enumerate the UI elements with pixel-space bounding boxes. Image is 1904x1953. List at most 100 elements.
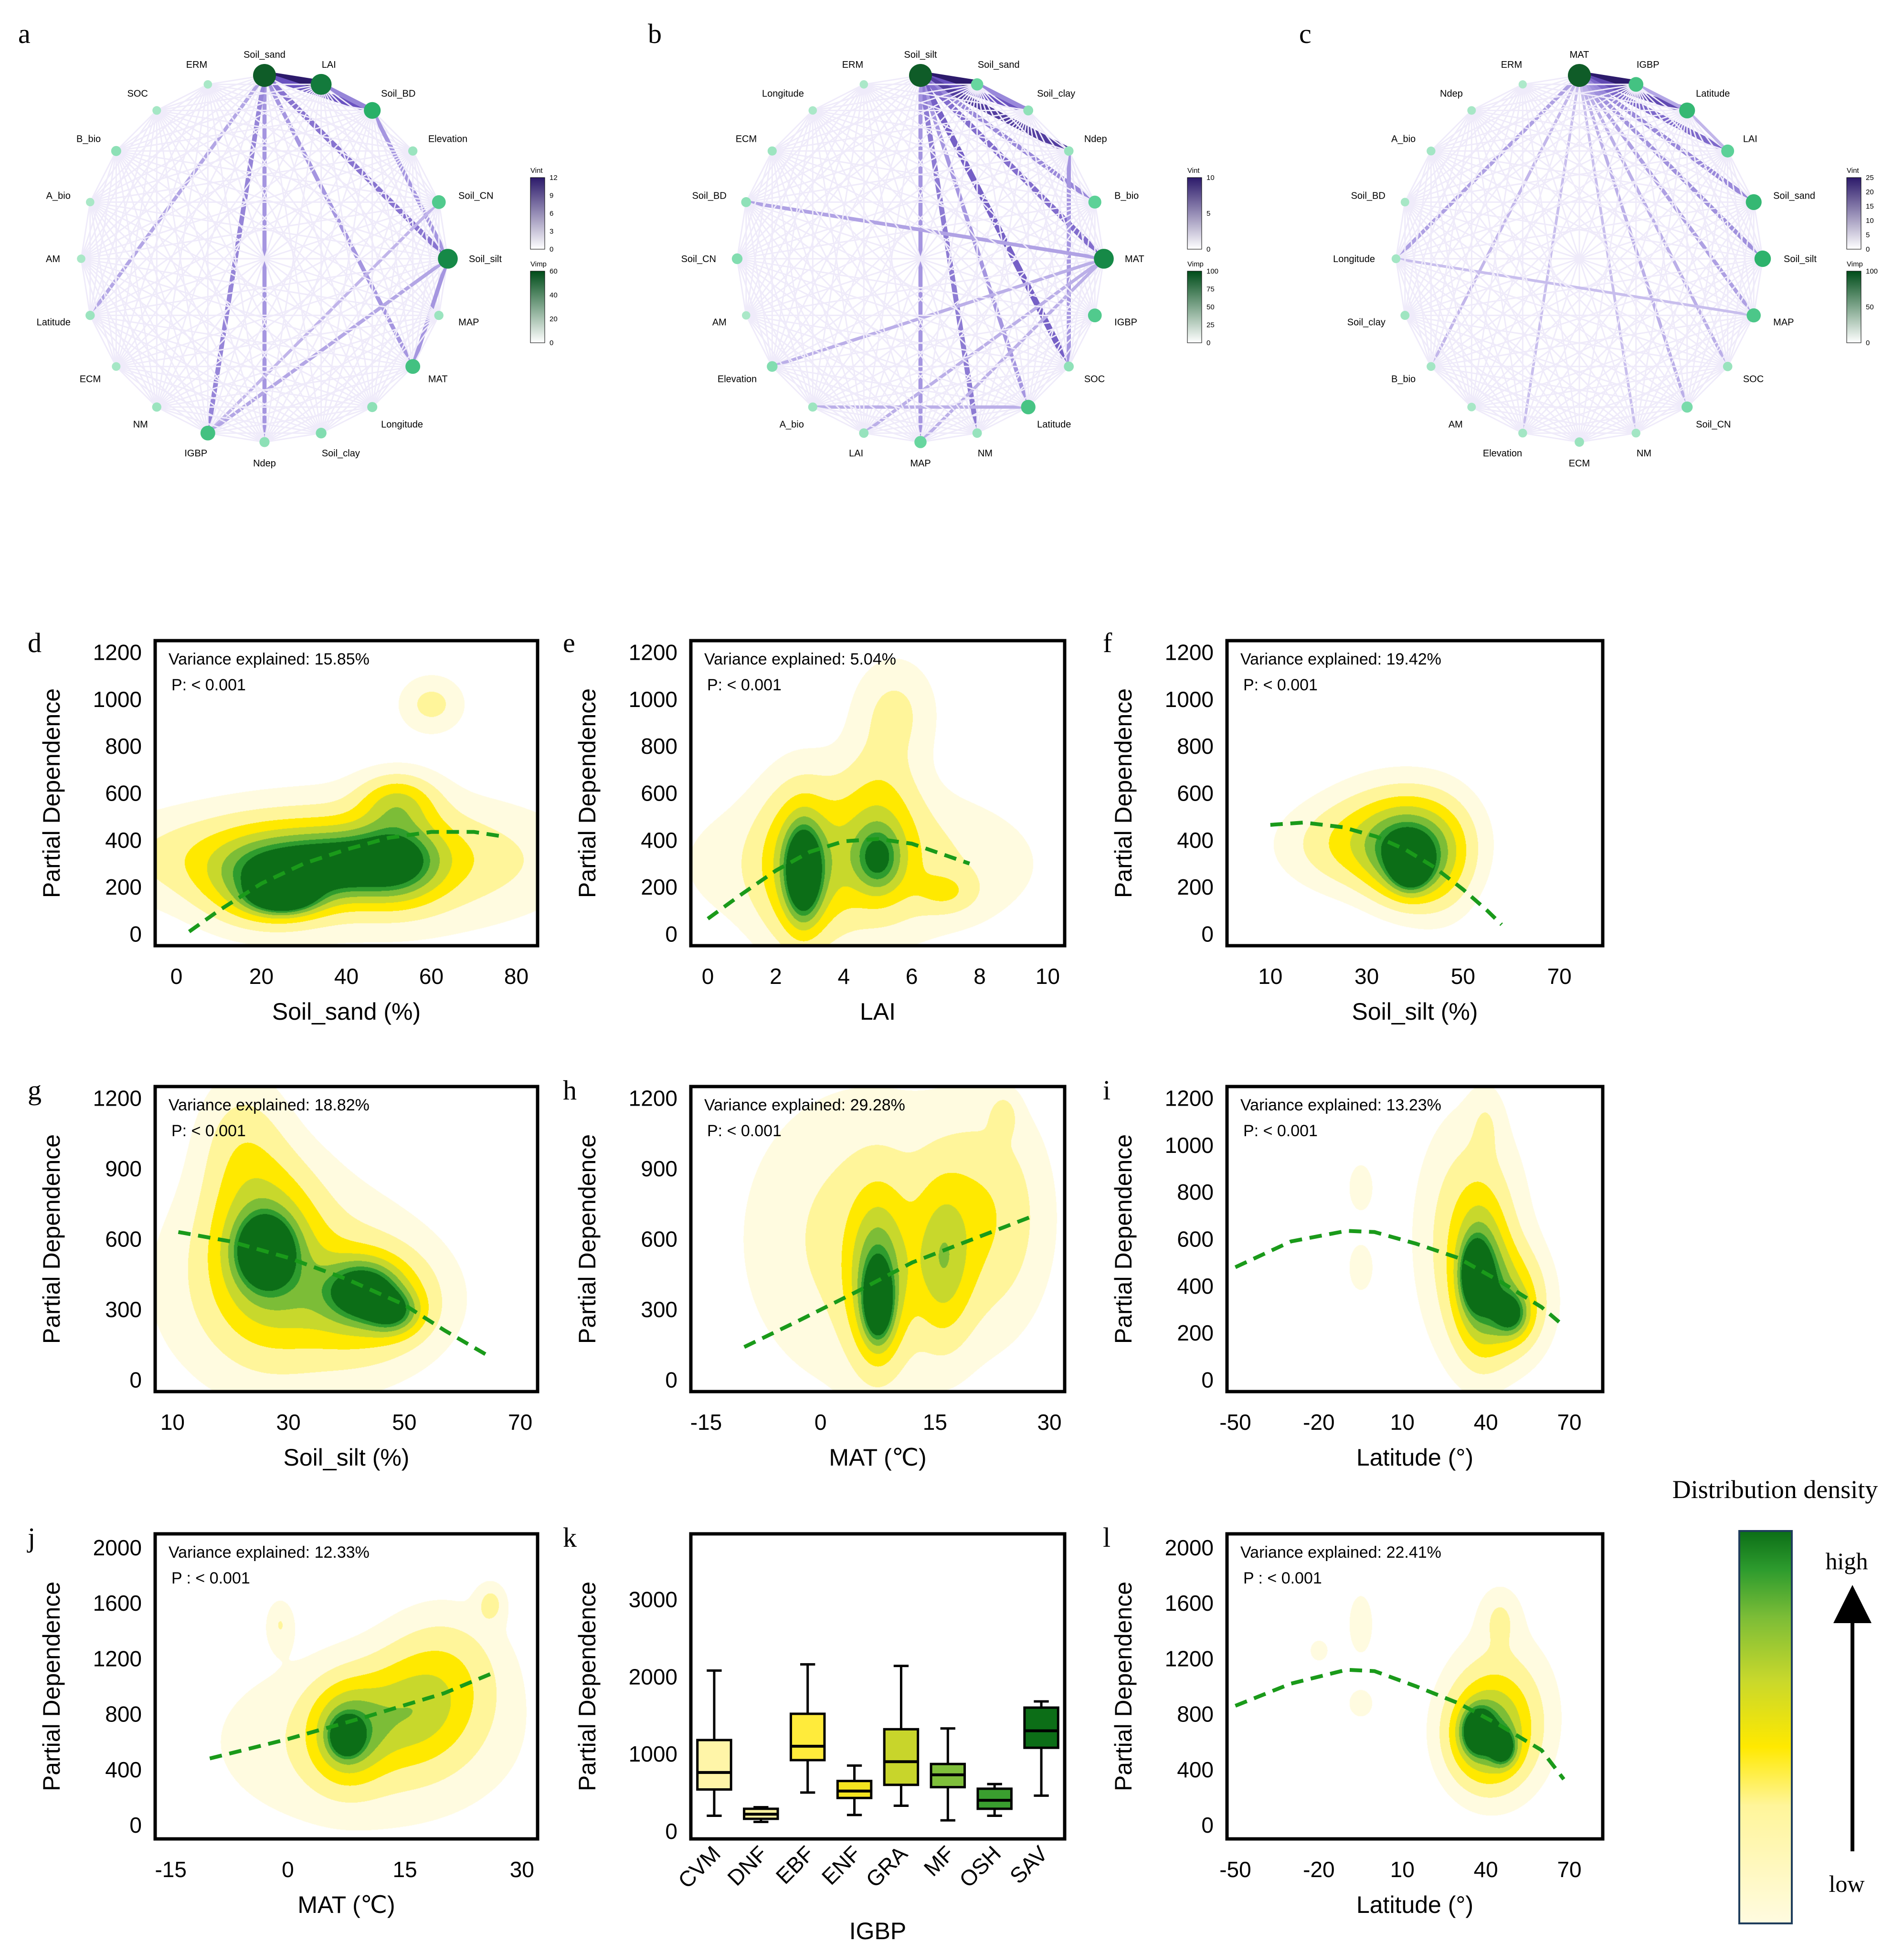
network-edge xyxy=(1395,257,1756,317)
vint-tick: 5 xyxy=(1866,231,1870,239)
network-edge xyxy=(1404,258,1764,317)
network-edges-c xyxy=(1394,71,1765,443)
network-node-label: ERM xyxy=(1501,60,1522,70)
network-edge xyxy=(115,150,440,317)
network-edge xyxy=(863,315,1096,434)
network-edge xyxy=(80,150,117,260)
network-edge xyxy=(156,109,209,434)
network-node-a_bio xyxy=(1427,147,1436,156)
y-tick-label: 1200 xyxy=(93,640,142,665)
plot-frame xyxy=(689,1532,1067,1841)
density-legend: Distribution density high low xyxy=(1672,1475,1878,1924)
network-edge xyxy=(745,150,773,203)
network-edge xyxy=(156,84,209,111)
panel-letter-e: e xyxy=(563,627,575,658)
vint-colorbar xyxy=(530,177,545,250)
network-edge xyxy=(89,315,322,434)
network-node-label: Soil_BD xyxy=(381,89,415,99)
vint-legend-title: Vint xyxy=(1187,167,1200,175)
y-tick-label: 800 xyxy=(1177,734,1214,759)
network-edge xyxy=(1404,201,1472,408)
vimp-tick: 100 xyxy=(1866,267,1878,275)
network-edge xyxy=(771,150,1029,408)
network-edge xyxy=(863,84,1096,317)
network-edge xyxy=(1522,406,1688,434)
network-edge xyxy=(771,150,814,408)
p-value: P: < 0.001 xyxy=(1243,676,1318,694)
x-axis-label: Latitude (°) xyxy=(1356,1444,1473,1471)
network-edge xyxy=(320,406,373,434)
network-edge xyxy=(1522,432,1580,443)
network-node-b_bio xyxy=(1427,362,1436,371)
network-edge xyxy=(1522,84,1764,260)
x-axis-label: Latitude (°) xyxy=(1356,1891,1473,1918)
plot-frame xyxy=(153,639,539,948)
network-edge xyxy=(745,315,921,443)
plot-frame xyxy=(1225,1532,1605,1841)
network-edge xyxy=(1470,109,1729,152)
network-edge xyxy=(1430,84,1523,368)
x-category-label: EBF xyxy=(771,1841,819,1889)
network-node-soil_clay xyxy=(1400,311,1410,320)
network-edge xyxy=(89,201,158,408)
network-node-soil_silt xyxy=(909,64,932,87)
network-node-label: Elevation xyxy=(428,134,467,144)
network-edge xyxy=(736,84,865,260)
x-tick-label: 80 xyxy=(504,964,529,989)
network-edge xyxy=(1395,201,1406,260)
network-edge xyxy=(1470,109,1637,434)
network-edge xyxy=(863,84,1070,368)
network-edge xyxy=(207,84,440,317)
plot-frame xyxy=(689,639,1067,948)
network-edge xyxy=(1430,150,1472,408)
panel-letter-i: i xyxy=(1103,1075,1111,1106)
network-edge xyxy=(1521,74,1581,435)
x-category-label: ENF xyxy=(817,1841,866,1890)
y-tick-label: 800 xyxy=(641,734,677,759)
plot-frame xyxy=(1225,639,1605,948)
network-node-label: MAP xyxy=(458,317,479,327)
network-node-label: SOC xyxy=(1084,374,1105,385)
x-tick-label: -20 xyxy=(1303,1410,1334,1435)
network-edge xyxy=(156,84,322,111)
y-tick-label: 0 xyxy=(1201,1813,1214,1837)
network-edge xyxy=(745,201,921,443)
network-edges-b xyxy=(736,71,1107,444)
network-edge xyxy=(863,109,1029,434)
panel-letter-c: c xyxy=(1299,18,1312,49)
x-category-label: MF xyxy=(919,1841,959,1881)
network-edge xyxy=(1470,366,1729,408)
network-node-a_bio xyxy=(85,198,95,207)
network-edge xyxy=(1686,109,1764,260)
network-edge xyxy=(89,315,265,443)
network-edge xyxy=(1027,258,1105,408)
network-edge xyxy=(863,84,1070,152)
network-edge xyxy=(812,109,978,434)
network-node-label: Longitude xyxy=(381,419,423,430)
network-edge xyxy=(812,109,921,443)
network-edge xyxy=(1395,258,1406,317)
network-edge xyxy=(745,201,814,408)
panel-letter-h: h xyxy=(563,1075,577,1106)
network-edge xyxy=(771,366,921,443)
x-tick-label: -50 xyxy=(1219,1410,1251,1435)
network-edge xyxy=(207,315,440,434)
y-tick-label: 400 xyxy=(105,828,142,853)
p-value: P : < 0.001 xyxy=(1243,1569,1322,1587)
network-edge xyxy=(1430,84,1523,152)
network-node-label: LAI xyxy=(322,60,336,70)
network-edge xyxy=(771,84,865,152)
network-edge xyxy=(1635,201,1755,434)
network-node-erm xyxy=(1518,80,1527,89)
y-axis-label: Partial Dependence xyxy=(1110,688,1137,898)
network-edge xyxy=(89,315,117,368)
network-edge xyxy=(812,109,1096,203)
network-edge xyxy=(863,74,921,434)
panel-letter-g: g xyxy=(28,1075,42,1106)
network-edge xyxy=(745,109,814,203)
network-edge xyxy=(812,84,978,408)
network-edge xyxy=(1027,366,1070,408)
network-panel-b: b Soil_silt Soil_sand Soil_clay Ndep B_bio MAT… xyxy=(648,18,1218,469)
network-edge xyxy=(745,84,865,203)
vimp-colorbar xyxy=(530,271,545,343)
